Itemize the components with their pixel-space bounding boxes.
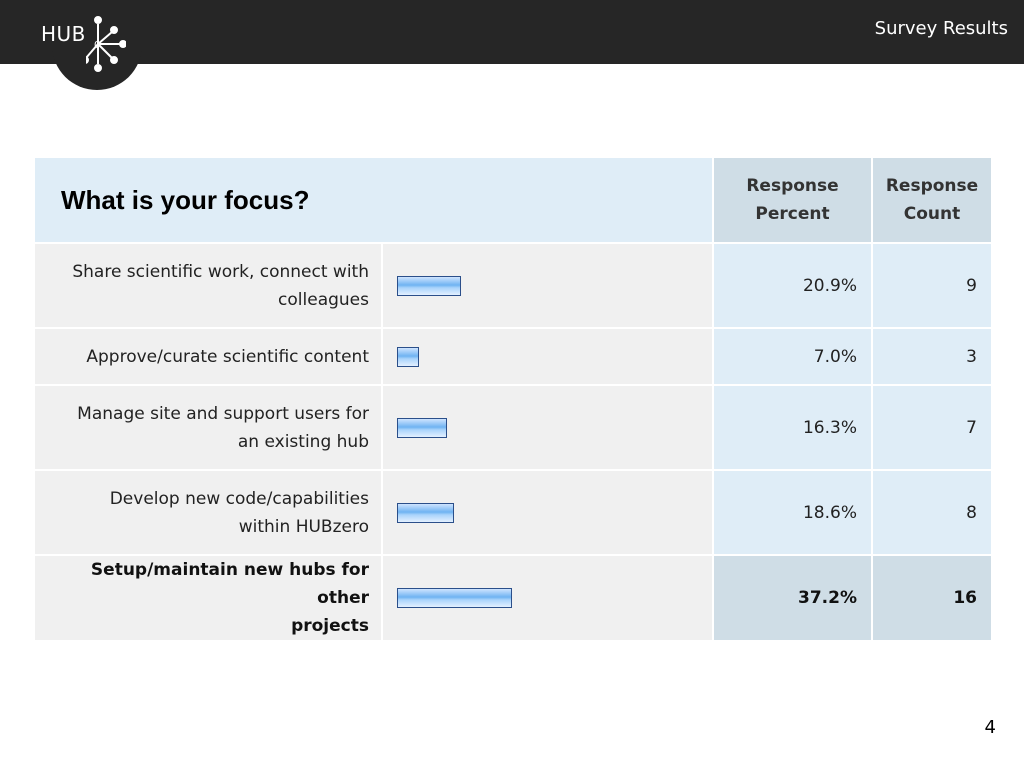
answer-line: Setup/maintain new hubs for other: [90, 560, 369, 608]
answer-label: Setup/maintain new hubs for other projec…: [33, 554, 383, 642]
table-header-row: What is your focus? Response Percent Res…: [33, 156, 993, 244]
question-title: What is your focus?: [61, 184, 310, 215]
page-number: 4: [984, 717, 996, 738]
response-bar: [397, 275, 461, 296]
header-line: Response: [885, 176, 979, 196]
bar-cell: [381, 469, 714, 556]
count-value: 9: [871, 242, 993, 329]
answer-line: colleagues: [278, 289, 369, 310]
response-bar: [397, 588, 512, 608]
percent-value: 16.3%: [712, 384, 873, 471]
table-row: Approve/curate scientific content 7.0% 3: [33, 327, 993, 386]
header-line: Response: [746, 176, 839, 196]
response-count-header: Response Count: [871, 156, 993, 244]
header-bar: HUB 0 Survey Results: [0, 0, 1024, 90]
table-row: Manage site and support users for an exi…: [33, 384, 993, 471]
answer-label: Approve/curate scientific content: [33, 327, 383, 386]
question-cell: What is your focus?: [33, 156, 714, 244]
answer-line: an existing hub: [237, 431, 369, 452]
answer-label: Share scientific work, connect with coll…: [33, 242, 383, 329]
answer-label: Manage site and support users for an exi…: [33, 384, 383, 471]
answer-line: Develop new code/capabilities: [109, 488, 369, 509]
percent-value: 18.6%: [712, 469, 873, 556]
answer-line: Share scientific work, connect with: [72, 261, 369, 282]
table-row: Setup/maintain new hubs for other projec…: [33, 554, 993, 642]
logo: HUB: [41, 22, 86, 46]
answer-line: within HUBzero: [238, 516, 369, 537]
answer-line: projects: [291, 616, 369, 636]
bar-cell: [381, 554, 714, 642]
count-value: 7: [871, 384, 993, 471]
percent-value: 37.2%: [712, 554, 873, 642]
hub-network-icon: 0: [86, 16, 126, 72]
response-bar: [397, 346, 419, 367]
response-percent-header: Response Percent: [712, 156, 873, 244]
slide-title: Survey Results: [874, 18, 1008, 39]
response-bar: [397, 502, 454, 523]
answer-line: Approve/curate scientific content: [86, 346, 369, 367]
header-line: Percent: [755, 204, 830, 224]
count-value: 8: [871, 469, 993, 556]
answer-label: Develop new code/capabilities within HUB…: [33, 469, 383, 556]
count-value: 16: [871, 554, 993, 642]
table-row: Develop new code/capabilities within HUB…: [33, 469, 993, 556]
response-bar: [397, 417, 447, 438]
answer-line: Manage site and support users for: [77, 403, 369, 424]
bar-cell: [381, 384, 714, 471]
percent-value: 20.9%: [712, 242, 873, 329]
count-value: 3: [871, 327, 993, 386]
header-line: Count: [903, 204, 961, 224]
table-row: Share scientific work, connect with coll…: [33, 242, 993, 329]
percent-value: 7.0%: [712, 327, 873, 386]
survey-results-table: What is your focus? Response Percent Res…: [33, 156, 993, 642]
bar-cell: [381, 327, 714, 386]
svg-text:0: 0: [94, 40, 100, 51]
bar-cell: [381, 242, 714, 329]
